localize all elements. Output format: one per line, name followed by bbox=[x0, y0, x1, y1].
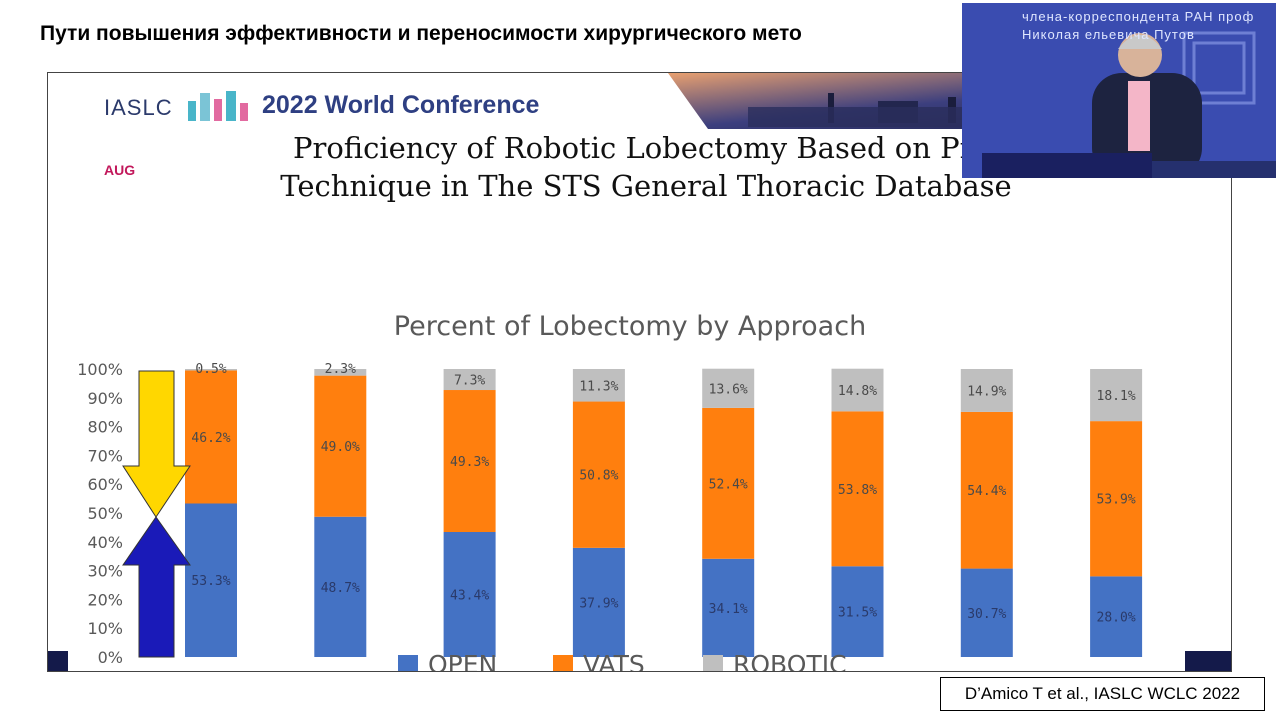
bar-vats-2009 bbox=[185, 370, 237, 504]
conference-logo bbox=[188, 91, 248, 121]
data-label-vats-2009: 46.2% bbox=[191, 431, 230, 446]
data-label-open-2012: 37.9% bbox=[579, 596, 618, 611]
chart-title: Percent of Lobectomy by Approach bbox=[394, 311, 866, 342]
data-label-open-2013: 34.1% bbox=[709, 602, 748, 617]
x-tick-label-2014: 2014 bbox=[837, 669, 878, 672]
bar-vats-2010 bbox=[314, 375, 367, 517]
data-label-open-2014: 31.5% bbox=[838, 606, 877, 621]
data-label-open-2011: 43.4% bbox=[450, 589, 489, 604]
bar-vats-2011 bbox=[443, 390, 496, 533]
data-label-robotic-2016: 18.1% bbox=[1097, 389, 1136, 404]
bar-vats-2013 bbox=[702, 407, 755, 559]
bar-robotic-2012 bbox=[572, 369, 625, 402]
speaker-figure bbox=[962, 3, 1276, 178]
data-label-robotic-2013: 13.6% bbox=[709, 382, 748, 397]
legend-label-robotic: ROBOTIC bbox=[733, 650, 847, 672]
data-label-vats-2013: 52.4% bbox=[709, 477, 748, 492]
data-label-vats-2012: 50.8% bbox=[579, 469, 618, 484]
y-tick-label: 20% bbox=[87, 590, 123, 609]
bar-open-2009 bbox=[185, 503, 237, 657]
bar-robotic-2016 bbox=[1090, 369, 1143, 422]
x-tick-label-2015: 2015 bbox=[966, 669, 1007, 672]
data-label-open-2015: 30.7% bbox=[967, 607, 1006, 622]
data-label-open-2010: 48.7% bbox=[321, 581, 360, 596]
bar-open-2013 bbox=[702, 558, 755, 657]
bar-open-2012 bbox=[572, 547, 625, 657]
slide-heading-line1: Proficiency of Robotic Lobectomy Based o… bbox=[292, 131, 1000, 165]
video-caption-line2: Николая ельевича Путов bbox=[1022, 27, 1195, 42]
bar-robotic-2009 bbox=[185, 369, 237, 371]
data-label-vats-2014: 53.8% bbox=[838, 483, 877, 498]
y-tick-label: 90% bbox=[87, 389, 123, 408]
x-tick-label-2013: 2013 bbox=[708, 669, 749, 672]
data-label-open-2016: 28.0% bbox=[1097, 611, 1136, 626]
arrow-up-icon bbox=[122, 516, 191, 658]
data-label-robotic-2010: 2.3% bbox=[325, 362, 356, 377]
data-label-vats-2015: 54.4% bbox=[967, 484, 1006, 499]
citation: D’Amico T et al., IASLC WCLC 2022 bbox=[940, 677, 1265, 711]
bar-robotic-2015 bbox=[960, 369, 1013, 412]
x-tick-label-2009: 2009 bbox=[191, 669, 232, 672]
stacked-bar-chart: Percent of Lobectomy by Approach 0% 10% 20%… bbox=[77, 311, 1143, 672]
y-tick-label: 40% bbox=[87, 533, 123, 552]
data-label-robotic-2014: 14.8% bbox=[838, 384, 877, 399]
slide-corner-decoration-right bbox=[1185, 651, 1231, 671]
y-tick-label: 0% bbox=[98, 648, 123, 667]
y-tick-label: 100% bbox=[77, 360, 123, 379]
bar-open-2011 bbox=[443, 532, 496, 657]
data-label-vats-2016: 53.9% bbox=[1097, 493, 1136, 508]
bar-vats-2015 bbox=[960, 411, 1013, 569]
y-tick-label: 50% bbox=[87, 504, 123, 523]
conference-org: IASLC bbox=[104, 95, 173, 120]
bar-open-2016 bbox=[1090, 576, 1143, 657]
speaker-video: члена-корреспондента РАН проф Николая ел… bbox=[962, 3, 1276, 178]
slide-heading: Proficiency of Robotic Lobectomy Based o… bbox=[136, 129, 1156, 205]
arrow-down-icon bbox=[122, 370, 191, 518]
bar-vats-2014 bbox=[831, 411, 884, 567]
legend-swatch-open bbox=[398, 655, 418, 671]
y-tick-label: 30% bbox=[87, 562, 123, 581]
conference-subtitle: AUG bbox=[104, 162, 136, 178]
page-title: Пути повышения эффективности и переносим… bbox=[40, 22, 802, 45]
x-tick-label-2012: 2012 bbox=[579, 669, 620, 672]
data-label-robotic-2012: 11.3% bbox=[579, 379, 618, 394]
legend-label-vats: VATS bbox=[583, 650, 645, 672]
bar-vats-2012 bbox=[572, 401, 625, 548]
y-tick-label: 80% bbox=[87, 418, 123, 437]
bar-robotic-2013 bbox=[702, 368, 755, 408]
bar-robotic-2014 bbox=[831, 368, 884, 412]
x-tick-label-2011: 2011 bbox=[449, 669, 490, 672]
legend-swatch-vats bbox=[553, 655, 573, 671]
slide-heading-line2: Technique in The STS General Thoracic Da… bbox=[280, 169, 1012, 203]
data-label-open-2009: 53.3% bbox=[191, 574, 230, 589]
bar-robotic-2010 bbox=[314, 369, 367, 376]
bar-open-2010 bbox=[314, 516, 367, 657]
bar-robotic-2011 bbox=[443, 369, 496, 391]
data-label-vats-2011: 49.3% bbox=[450, 455, 489, 470]
data-label-robotic-2015: 14.9% bbox=[967, 384, 1006, 399]
data-label-vats-2010: 49.0% bbox=[321, 440, 360, 455]
legend-swatch-robotic bbox=[703, 655, 723, 671]
slide-corner-decoration-left bbox=[48, 651, 68, 671]
video-caption-line1: члена-корреспондента РАН проф bbox=[1022, 9, 1255, 24]
y-tick-label: 60% bbox=[87, 475, 123, 494]
bar-vats-2016 bbox=[1090, 421, 1143, 577]
data-label-robotic-2011: 7.3% bbox=[454, 374, 485, 389]
legend-label-open: OPEN bbox=[428, 650, 497, 672]
conference-title: 2022 World Conference bbox=[262, 91, 540, 119]
x-tick-label-2010: 2010 bbox=[320, 669, 361, 672]
bar-open-2015 bbox=[960, 568, 1013, 657]
x-tick-label-2016: 2016 bbox=[1096, 669, 1137, 672]
y-tick-label: 10% bbox=[87, 619, 123, 638]
data-label-robotic-2009: 0.5% bbox=[195, 362, 226, 377]
bar-open-2014 bbox=[831, 566, 884, 657]
y-tick-label: 70% bbox=[87, 446, 123, 465]
